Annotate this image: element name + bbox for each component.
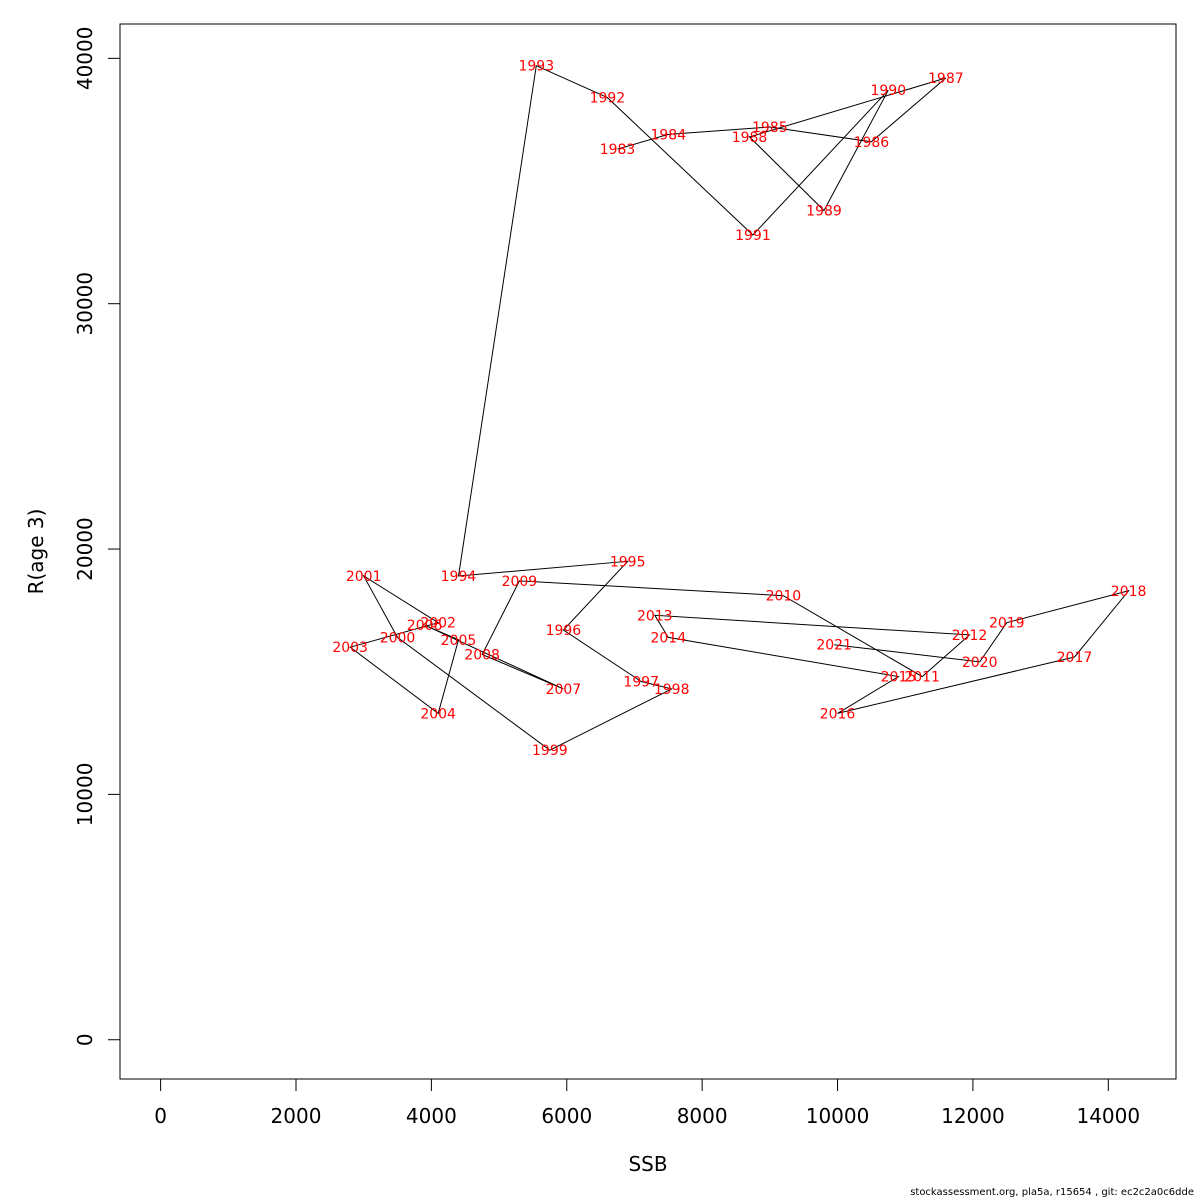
year-label-1992: 1992 bbox=[590, 91, 626, 107]
year-label-1983: 1983 bbox=[600, 142, 636, 158]
year-label-2014: 2014 bbox=[650, 630, 686, 646]
year-label-2016: 2016 bbox=[820, 706, 856, 722]
x-tick-label: 10000 bbox=[806, 1104, 870, 1128]
y-tick-label: 30000 bbox=[73, 272, 97, 336]
year-label-1998: 1998 bbox=[654, 682, 690, 698]
year-label-2019: 2019 bbox=[989, 616, 1025, 632]
year-label-2008: 2008 bbox=[464, 648, 500, 664]
year-label-2018: 2018 bbox=[1111, 584, 1147, 600]
year-label-1987: 1987 bbox=[928, 71, 964, 87]
year-label-1984: 1984 bbox=[650, 127, 686, 143]
year-label-2021: 2021 bbox=[816, 638, 852, 654]
y-tick-label: 20000 bbox=[73, 517, 97, 581]
x-tick-label: 14000 bbox=[1076, 1104, 1140, 1128]
y-axis-title: R(age 3) bbox=[24, 509, 48, 595]
year-label-1997: 1997 bbox=[623, 675, 659, 691]
year-label-1988: 1988 bbox=[732, 130, 768, 146]
year-label-1989: 1989 bbox=[806, 203, 842, 219]
year-label-2005: 2005 bbox=[441, 633, 477, 649]
year-label-2006: 2006 bbox=[407, 618, 443, 634]
year-label-2003: 2003 bbox=[332, 640, 368, 656]
x-axis-title: SSB bbox=[628, 1152, 667, 1176]
x-axis: 0 2000 4000 6000 8000 10000 12000 14000 bbox=[154, 1078, 1140, 1128]
y-tick-label: 40000 bbox=[73, 27, 97, 91]
year-label-1986: 1986 bbox=[854, 135, 890, 151]
year-label-2000: 2000 bbox=[380, 630, 416, 646]
year-labels: 1983 1984 1985 1986 1987 1988 1989 1990 1991 1992… bbox=[332, 59, 1146, 760]
year-label-1990: 1990 bbox=[870, 83, 906, 99]
footer-credit: stockassessment.org, pla5a, r15654 , git… bbox=[910, 1187, 1194, 1198]
y-axis: 0 10000 20000 30000 40000 bbox=[73, 27, 121, 1046]
year-label-2012: 2012 bbox=[952, 628, 988, 644]
year-label-1993: 1993 bbox=[518, 59, 554, 75]
y-tick-label: 10000 bbox=[73, 763, 97, 827]
year-label-2007: 2007 bbox=[546, 682, 582, 698]
year-label-2015: 2015 bbox=[881, 670, 917, 686]
year-label-2017: 2017 bbox=[1057, 650, 1093, 666]
year-label-1994: 1994 bbox=[441, 569, 477, 585]
year-label-2013: 2013 bbox=[637, 608, 673, 624]
year-label-2001: 2001 bbox=[346, 569, 382, 585]
year-label-2020: 2020 bbox=[962, 655, 998, 671]
x-tick-label: 2000 bbox=[271, 1104, 322, 1128]
year-label-1985: 1985 bbox=[752, 120, 788, 136]
year-label-2009: 2009 bbox=[502, 574, 538, 590]
y-tick-label: 0 bbox=[73, 1033, 97, 1046]
year-label-1996: 1996 bbox=[546, 623, 582, 639]
year-label-2010: 2010 bbox=[766, 589, 802, 605]
year-label-1995: 1995 bbox=[610, 554, 646, 570]
year-label-1999: 1999 bbox=[532, 743, 568, 759]
year-label-1991: 1991 bbox=[735, 228, 771, 244]
x-tick-label: 8000 bbox=[677, 1104, 728, 1128]
x-tick-label: 4000 bbox=[406, 1104, 457, 1128]
year-label-2002: 2002 bbox=[420, 616, 456, 632]
x-tick-label: 12000 bbox=[941, 1104, 1005, 1128]
year-label-2004: 2004 bbox=[420, 706, 456, 722]
x-tick-label: 0 bbox=[154, 1104, 167, 1128]
year-label-2011: 2011 bbox=[904, 670, 940, 686]
x-tick-label: 6000 bbox=[541, 1104, 592, 1128]
stock-recruitment-trajectory bbox=[349, 64, 1130, 751]
plot-frame bbox=[119, 23, 1177, 1080]
